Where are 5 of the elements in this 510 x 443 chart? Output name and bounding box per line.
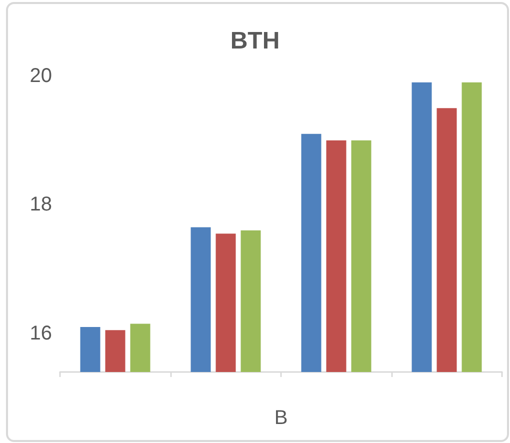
y-tick-label: 16 [30,322,52,344]
y-tick-label: 18 [30,194,52,216]
y-tick-label: 20 [30,65,52,87]
x-axis-title: B [274,407,288,429]
chart-title: BTH [230,28,280,54]
